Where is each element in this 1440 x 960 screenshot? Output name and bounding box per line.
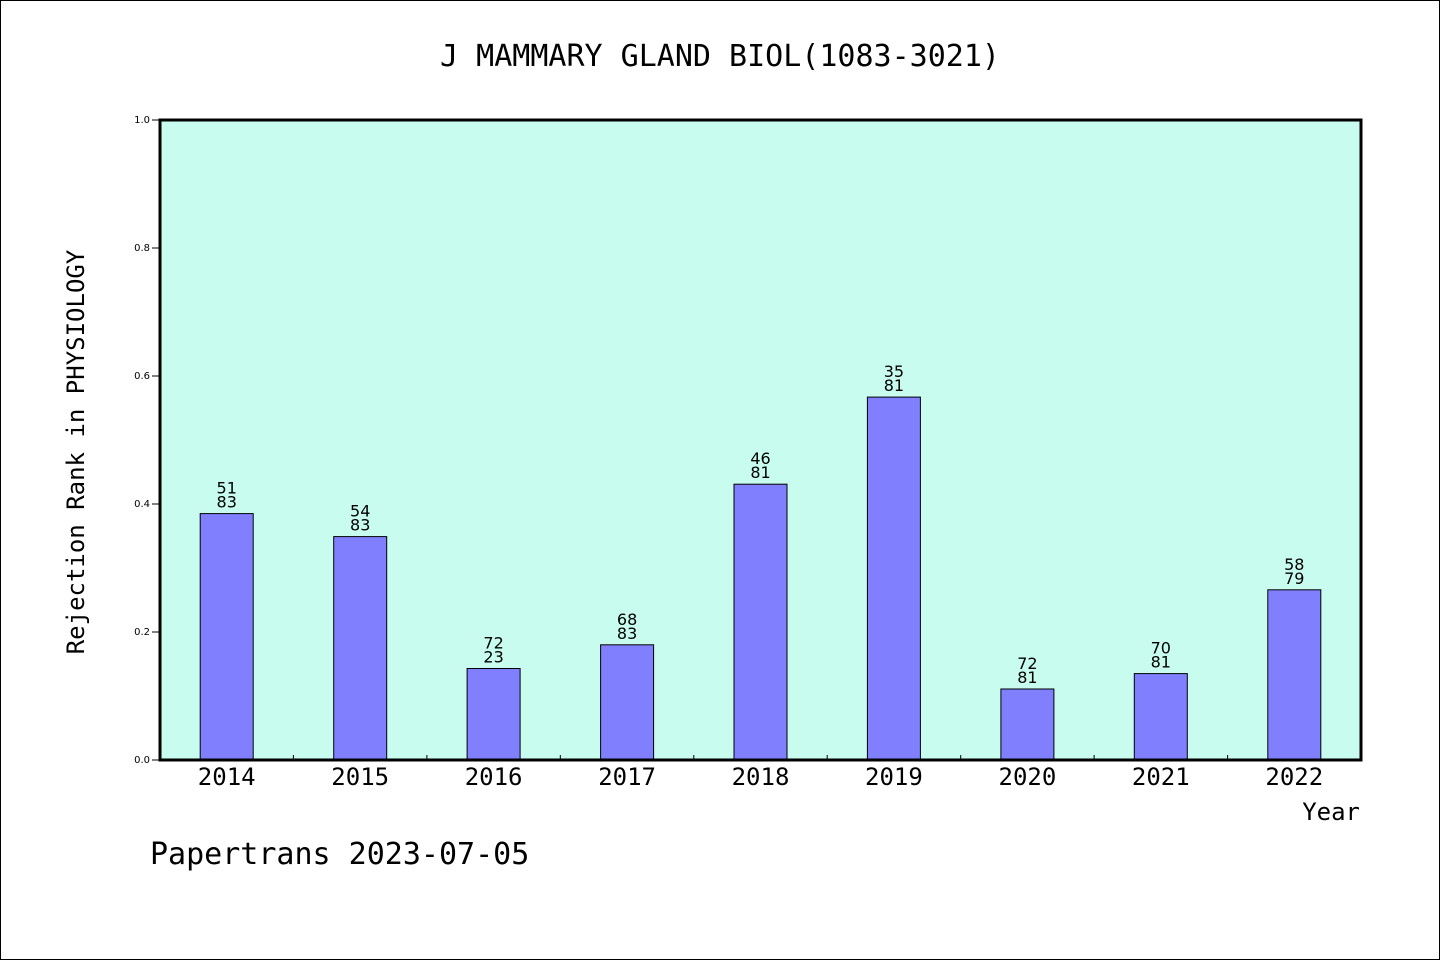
y-tick-label: 1.0 (134, 115, 150, 126)
x-tick-label-2018: 2018 (732, 763, 790, 791)
bar-label-bottom-2015: 83 (350, 516, 370, 535)
bar-label-top-2014: 51 (217, 479, 237, 498)
bar-2017 (600, 644, 655, 761)
bar-2015 (333, 536, 388, 761)
bar-2020 (1000, 688, 1055, 761)
x-tick-label-2017: 2017 (598, 763, 656, 791)
y-tick-label: 0.4 (134, 499, 150, 510)
bar-2014 (199, 513, 254, 761)
bar-label-top-2020: 72 (1017, 654, 1037, 673)
bar-label-bottom-2017: 83 (617, 624, 637, 643)
plot-border (158, 118, 1363, 762)
x-tick-label-2021: 2021 (1132, 763, 1190, 791)
x-tick-label-2022: 2022 (1265, 763, 1323, 791)
bar-label-top-2019: 35 (884, 362, 904, 381)
bar-label-bottom-2022: 79 (1284, 569, 1304, 588)
bar-2019 (866, 396, 921, 761)
bar-2018 (733, 483, 788, 761)
bar-label-bottom-2016: 23 (483, 648, 503, 667)
bar-label-bottom-2020: 81 (1017, 668, 1037, 687)
bar-label-top-2022: 58 (1284, 555, 1304, 574)
bar-label-bottom-2021: 81 (1151, 653, 1171, 672)
bar-label-bottom-2014: 83 (217, 493, 237, 512)
bar-label-bottom-2018: 81 (750, 463, 770, 482)
bar-label-top-2015: 54 (350, 502, 370, 521)
bar-label-bottom-2019: 81 (884, 376, 904, 395)
x-tick-label-2019: 2019 (865, 763, 923, 791)
y-axis: 0.0 0.2 0.4 0.6 0.8 1.0 (134, 115, 160, 766)
bar-label-top-2017: 68 (617, 610, 637, 629)
bar-2016 (466, 668, 521, 761)
x-axis-label: Year (1302, 798, 1360, 826)
bar-label-top-2021: 70 (1151, 639, 1171, 658)
bar-label-top-2018: 46 (750, 449, 770, 468)
y-tick-label: 0.2 (134, 627, 150, 638)
y-tick-label: 0.0 (134, 755, 150, 766)
bars-group (199, 396, 1322, 761)
bar-label-top-2016: 72 (483, 634, 503, 653)
chart-title: J MAMMARY GLAND BIOL(1083-3021) (440, 39, 1000, 74)
x-tick-label-2016: 2016 (465, 763, 523, 791)
x-axis: 2014 2015 2016 2017 2018 2019 2020 2021 2022 (198, 755, 1323, 791)
y-axis-label: Rejection Rank in PHYSIOLOGY (62, 249, 90, 654)
x-tick-label-2015: 2015 (331, 763, 389, 791)
y-tick-label: 0.6 (134, 371, 150, 382)
footer-credit: Papertrans 2023-07-05 (150, 837, 529, 872)
bar-2021 (1133, 673, 1188, 761)
x-tick-label-2014: 2014 (198, 763, 256, 791)
y-tick-label: 0.8 (134, 243, 150, 254)
x-tick-label-2020: 2020 (999, 763, 1057, 791)
bar-2022 (1267, 589, 1322, 761)
